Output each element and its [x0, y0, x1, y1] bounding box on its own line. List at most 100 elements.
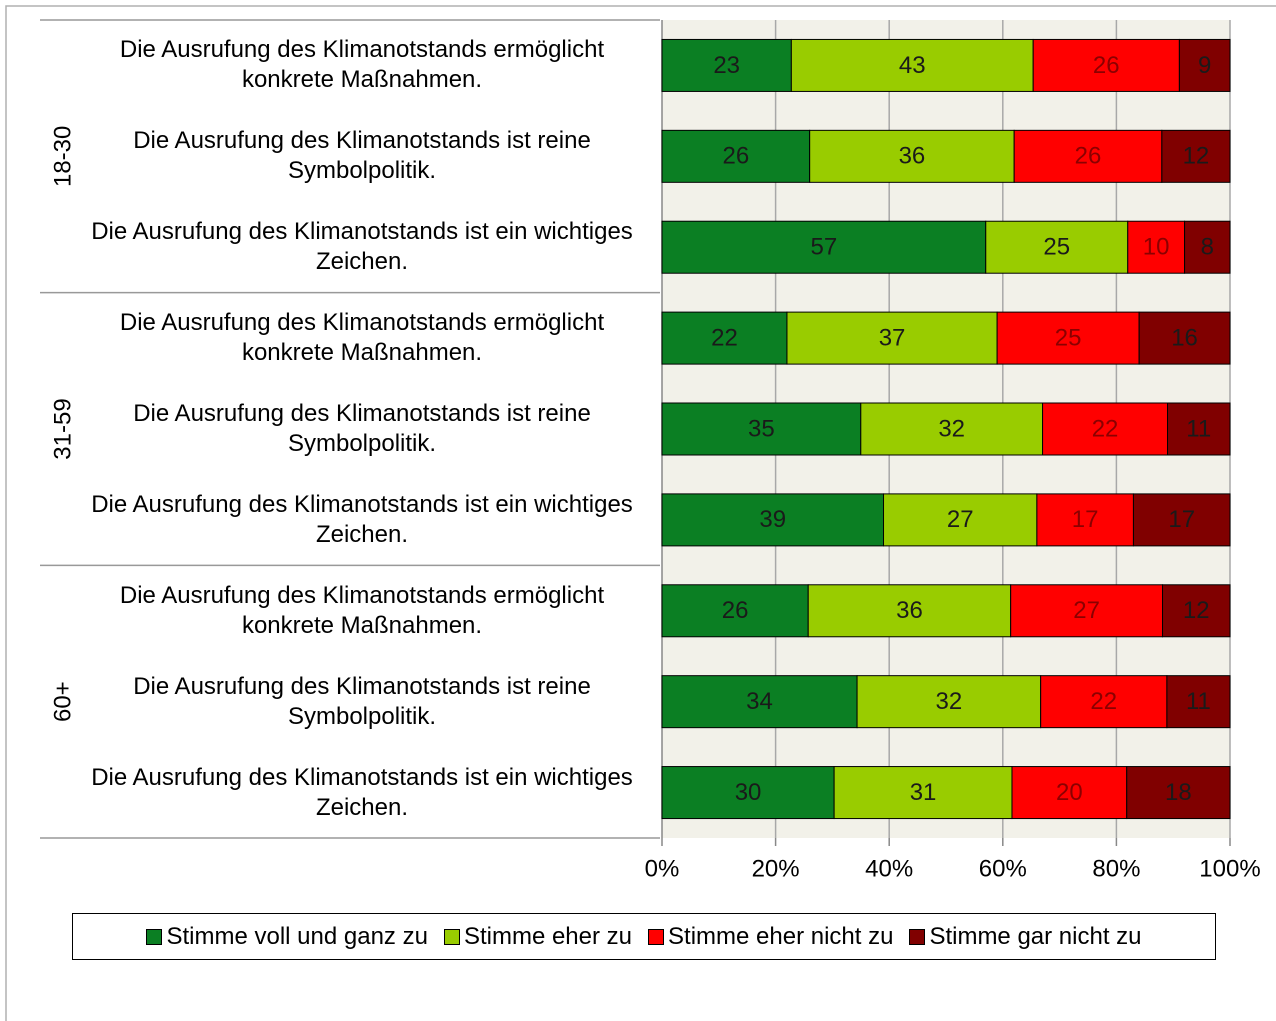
bar-segment [807, 584, 1012, 638]
legend-item: Stimme gar nicht zu [909, 922, 1142, 951]
data-label: 34 [746, 688, 773, 715]
bar-segment [1178, 38, 1231, 92]
legend-item: Stimme eher zu [443, 922, 633, 951]
bar-segment [1013, 129, 1163, 183]
frame [5, 5, 1276, 1021]
data-label: 22 [1090, 688, 1117, 715]
x-tick-label: 0% [645, 855, 680, 882]
category-text: Die Ausrufung des Klimanotstands ermögli… [119, 581, 605, 639]
x-tick-label: 40% [865, 855, 913, 882]
data-label: 26 [1093, 52, 1120, 79]
data-label: 20 [1056, 779, 1083, 806]
data-label: 22 [1092, 415, 1119, 442]
data-label: 57 [811, 234, 838, 261]
legend-label: Stimme eher nicht zu [668, 922, 894, 950]
bar-segment [1166, 675, 1231, 729]
bar-segment [1132, 493, 1231, 547]
bar-segment [883, 493, 1038, 547]
data-label: 35 [748, 415, 775, 442]
data-label: 12 [1183, 143, 1210, 170]
x-tick-label: 60% [979, 855, 1027, 882]
bar-segment [1127, 220, 1186, 274]
group-label: 18-30 [49, 126, 76, 187]
data-label: 25 [1043, 234, 1070, 261]
data-label: 8 [1201, 234, 1214, 261]
data-label: 17 [1168, 506, 1195, 533]
bar-segment [1036, 493, 1134, 547]
category-label: Die Ausrufung des Klimanotstands ist ein… [37, 475, 637, 565]
category-text: Die Ausrufung des Klimanotstands ist ein… [91, 490, 633, 548]
legend-label: Stimme voll und ganz zu [166, 922, 428, 950]
category-text: Die Ausrufung des Klimanotstands ermögli… [119, 36, 605, 94]
bar-segment [1042, 402, 1169, 456]
x-tick-label: 80% [1092, 855, 1140, 882]
data-label: 32 [936, 688, 963, 715]
data-label: 9 [1198, 52, 1211, 79]
data-label: 25 [1055, 324, 1082, 351]
legend-label: Stimme eher zu [463, 922, 633, 950]
bar-segment [661, 311, 788, 365]
data-label: 37 [879, 324, 906, 351]
data-label: 23 [713, 52, 740, 79]
category-text: Die Ausrufung des Klimanotstands ist rei… [133, 400, 591, 457]
data-label: 22 [711, 324, 738, 351]
category-text: Die Ausrufung des Klimanotstands ermögli… [119, 309, 605, 367]
data-label: 26 [1075, 143, 1102, 170]
legend-swatch [146, 928, 163, 945]
bar-segment [1167, 402, 1231, 456]
category-text: Die Ausrufung des Klimanotstands ist rei… [133, 672, 591, 730]
legend-swatch [648, 928, 665, 945]
category-label: Die Ausrufung des Klimanotstands ist ein… [37, 202, 637, 292]
data-label: 11 [1186, 688, 1211, 715]
data-label: 36 [896, 597, 923, 624]
bar-segment [860, 402, 1044, 456]
legend-swatch [909, 928, 926, 945]
data-label: 31 [910, 779, 937, 806]
bar-segment [809, 129, 1015, 183]
bar-segment [661, 493, 885, 547]
bar-segment [985, 220, 1129, 274]
bar-segment [1184, 220, 1231, 274]
bar-segment [1010, 584, 1164, 638]
bar-segment [1126, 766, 1231, 820]
category-label: Die Ausrufung des Klimanotstands ermögli… [37, 20, 637, 110]
group-label: 31-59 [49, 398, 76, 459]
bar-segment [786, 311, 998, 365]
bar-segment [1161, 129, 1231, 183]
data-label: 39 [759, 506, 786, 533]
bar-segment [1138, 311, 1231, 365]
bar-segment [1162, 584, 1231, 638]
category-text: Die Ausrufung des Klimanotstands ist ein… [91, 218, 633, 276]
bar-segment [661, 129, 811, 183]
data-label: 32 [938, 415, 965, 442]
bar-segment [661, 675, 858, 729]
legend-label: Stimme gar nicht zu [929, 922, 1142, 950]
bar-segment [833, 766, 1013, 820]
data-label: 11 [1186, 415, 1211, 442]
bar-segment [856, 675, 1042, 729]
bar-segment [1011, 766, 1128, 820]
bar-segment [661, 766, 835, 820]
category-label: Die Ausrufung des Klimanotstands ermögli… [37, 293, 637, 383]
bar-segment [790, 38, 1034, 92]
data-label: 12 [1183, 597, 1210, 624]
x-tick-label: 20% [752, 855, 800, 882]
x-tick-label: 100% [1199, 855, 1260, 882]
data-label: 27 [1073, 597, 1100, 624]
data-label: 27 [947, 506, 974, 533]
legend-swatch [443, 928, 460, 945]
bar-segment [661, 220, 987, 274]
legend-item: Stimme eher nicht zu [648, 923, 893, 951]
data-label: 26 [722, 597, 749, 624]
data-label: 30 [735, 779, 762, 806]
data-label: 18 [1165, 779, 1192, 806]
category-text: Die Ausrufung des Klimanotstands ist rei… [133, 127, 591, 185]
category-label: Die Ausrufung des Klimanotstands ist rei… [37, 657, 637, 747]
data-label: 16 [1171, 324, 1198, 351]
category-label: Die Ausrufung des Klimanotstands ist rei… [37, 384, 637, 474]
category-text: Die Ausrufung des Klimanotstands ist ein… [91, 763, 633, 821]
data-label: 43 [899, 52, 926, 79]
legend: Stimme voll und ganz zu Stimme eher zu Sti… [72, 913, 1216, 960]
group-label: 60+ [49, 681, 76, 722]
